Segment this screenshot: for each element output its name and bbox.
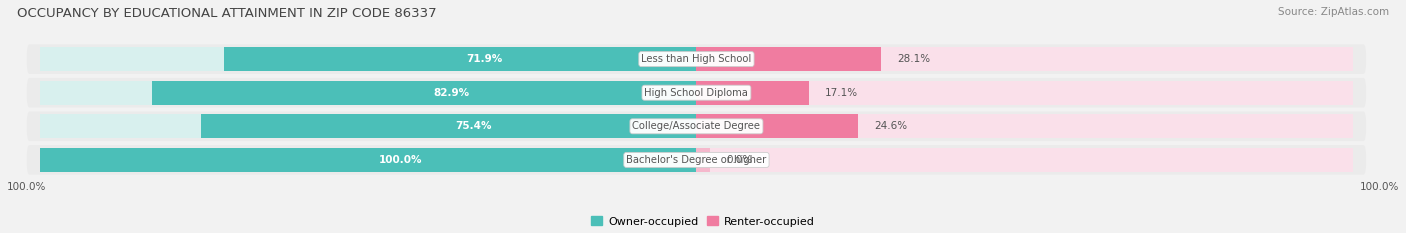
Bar [39,148,696,172]
FancyBboxPatch shape [27,112,1367,141]
FancyBboxPatch shape [27,44,1367,74]
Text: 28.1%: 28.1% [897,54,931,64]
Text: College/Associate Degree: College/Associate Degree [633,121,761,131]
Text: High School Diploma: High School Diploma [644,88,748,98]
Text: 71.9%: 71.9% [465,54,502,64]
FancyBboxPatch shape [27,145,1367,175]
Bar [39,148,696,172]
Text: 24.6%: 24.6% [875,121,907,131]
Text: 17.1%: 17.1% [825,88,858,98]
Legend: Owner-occupied, Renter-occupied: Owner-occupied, Renter-occupied [586,212,820,231]
Bar [696,114,1353,138]
Bar [225,47,696,71]
Bar [201,114,696,138]
Bar [696,148,710,172]
Bar [39,114,696,138]
Bar [696,148,1353,172]
Bar [39,81,696,105]
Bar [696,81,808,105]
Text: 75.4%: 75.4% [456,121,492,131]
Bar [39,47,696,71]
Text: 100.0%: 100.0% [7,182,46,192]
Text: Source: ZipAtlas.com: Source: ZipAtlas.com [1278,7,1389,17]
FancyBboxPatch shape [27,78,1367,107]
Bar [696,47,882,71]
Text: Less than High School: Less than High School [641,54,752,64]
Text: 82.9%: 82.9% [433,88,470,98]
Text: 100.0%: 100.0% [1360,182,1399,192]
Bar [696,47,1353,71]
Text: 0.0%: 0.0% [725,155,752,165]
Text: OCCUPANCY BY EDUCATIONAL ATTAINMENT IN ZIP CODE 86337: OCCUPANCY BY EDUCATIONAL ATTAINMENT IN Z… [17,7,436,20]
Bar [696,81,1353,105]
Text: Bachelor's Degree or higher: Bachelor's Degree or higher [626,155,766,165]
Text: 100.0%: 100.0% [380,155,423,165]
Bar [152,81,696,105]
Bar [696,114,858,138]
